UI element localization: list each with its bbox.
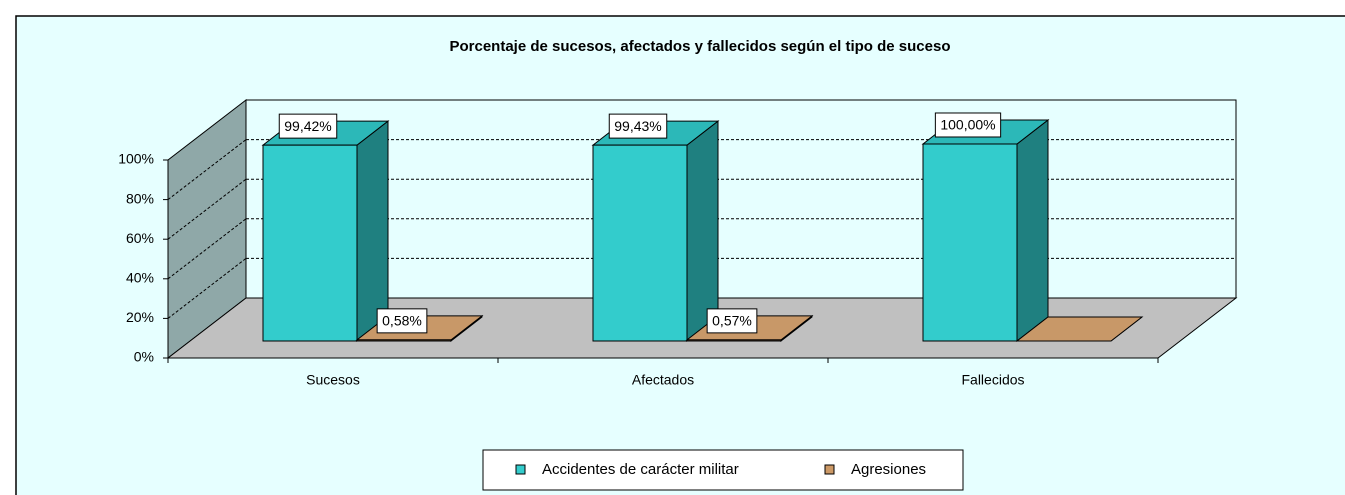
value-label-box [376,308,428,334]
bar [262,144,358,342]
grid-line [167,258,247,319]
value-label: 0,57% [712,313,752,329]
legend [482,449,964,491]
value-label-box [278,113,338,139]
bar-side [686,120,719,343]
y-tick-label: 20% [126,309,154,325]
legend-marker [515,464,526,475]
value-label: 99,43% [614,118,661,134]
value-label: 0,58% [382,313,422,329]
legend-label: Agresiones [851,461,926,478]
x-tick-label: Sucesos [306,372,360,388]
grid-line [167,139,247,200]
y-tick-label: 40% [126,270,154,286]
grid-line [167,178,247,240]
bar [592,144,688,342]
x-tick-label: Fallecidos [961,372,1024,388]
value-label: 99,42% [284,118,331,134]
bar [356,339,452,342]
value-label-box [608,113,668,139]
x-tick-label: Afectados [632,372,694,388]
legend-label: Accidentes de carácter militar [542,461,739,478]
y-tick-label: 0% [134,349,154,365]
value-label: 100,00% [940,117,995,133]
bar [922,143,1018,342]
bar-top [1015,316,1144,342]
chart-title: Porcentaje de sucesos, afectados y falle… [449,38,950,55]
value-label-box [934,112,1002,138]
bar-side [356,120,389,343]
bar-side [1016,118,1049,343]
value-label-box [706,308,758,334]
back-wall [245,99,1237,299]
legend-marker [824,464,835,475]
grid-line [167,218,247,280]
bar [686,339,782,342]
y-tick-label: 80% [126,190,154,206]
y-tick-label: 60% [126,230,154,246]
y-tick-label: 100% [118,151,154,167]
